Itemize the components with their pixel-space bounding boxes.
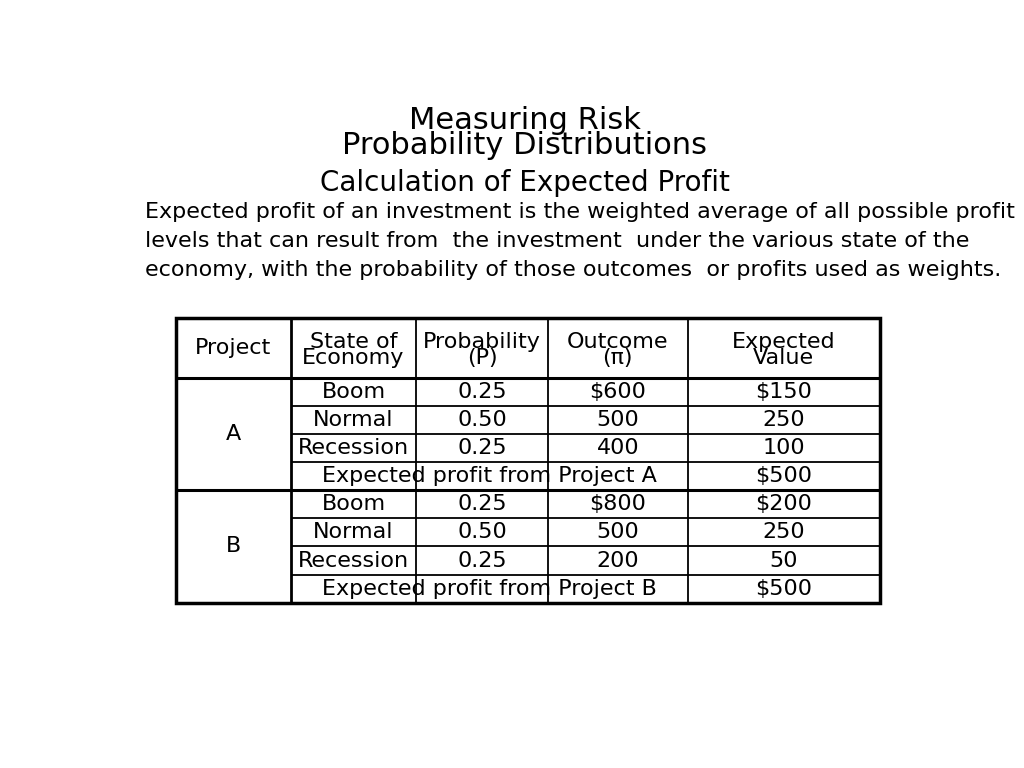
Text: B: B [225,537,241,557]
Text: Calculation of Expected Profit: Calculation of Expected Profit [319,169,730,197]
Text: 100: 100 [762,438,805,458]
Text: State of: State of [310,332,397,352]
Text: Probability Distributions: Probability Distributions [342,131,708,160]
Text: $600: $600 [590,382,646,402]
Text: 400: 400 [597,438,639,458]
Text: Normal: Normal [313,522,394,542]
Bar [176,318,880,603]
Text: 50: 50 [769,551,798,571]
Text: Boom: Boom [322,495,386,515]
Text: $800: $800 [590,495,646,515]
Text: Expected profit of an investment is the weighted average of all possible profit
: Expected profit of an investment is the … [145,202,1015,280]
Text: 0.25: 0.25 [458,495,507,515]
Text: $500: $500 [755,578,812,598]
Text: Recession: Recession [298,551,409,571]
Text: Probability: Probability [423,332,541,352]
Text: $500: $500 [755,466,812,486]
Text: 0.50: 0.50 [458,410,507,430]
Text: Economy: Economy [302,348,404,368]
Text: Expected profit from Project B: Expected profit from Project B [322,578,656,598]
Text: 500: 500 [596,410,639,430]
Text: 500: 500 [596,522,639,542]
Text: 200: 200 [597,551,639,571]
Text: A: A [225,424,241,444]
Text: 0.25: 0.25 [458,551,507,571]
Text: 250: 250 [762,522,805,542]
Text: 0.25: 0.25 [458,382,507,402]
Text: Expected: Expected [732,332,836,352]
Text: 0.50: 0.50 [458,522,507,542]
Text: $150: $150 [756,382,812,402]
Text: 0.25: 0.25 [458,438,507,458]
Text: 250: 250 [762,410,805,430]
Text: Value: Value [753,348,814,368]
Text: (P): (P) [467,348,498,368]
Text: $200: $200 [756,495,812,515]
Text: (π): (π) [602,348,633,368]
Text: Outcome: Outcome [567,332,669,352]
Text: Normal: Normal [313,410,394,430]
Text: Boom: Boom [322,382,386,402]
Text: Recession: Recession [298,438,409,458]
Text: Expected profit from Project A: Expected profit from Project A [322,466,656,486]
Text: Measuring Risk: Measuring Risk [409,106,641,135]
Text: Project: Project [196,338,271,358]
